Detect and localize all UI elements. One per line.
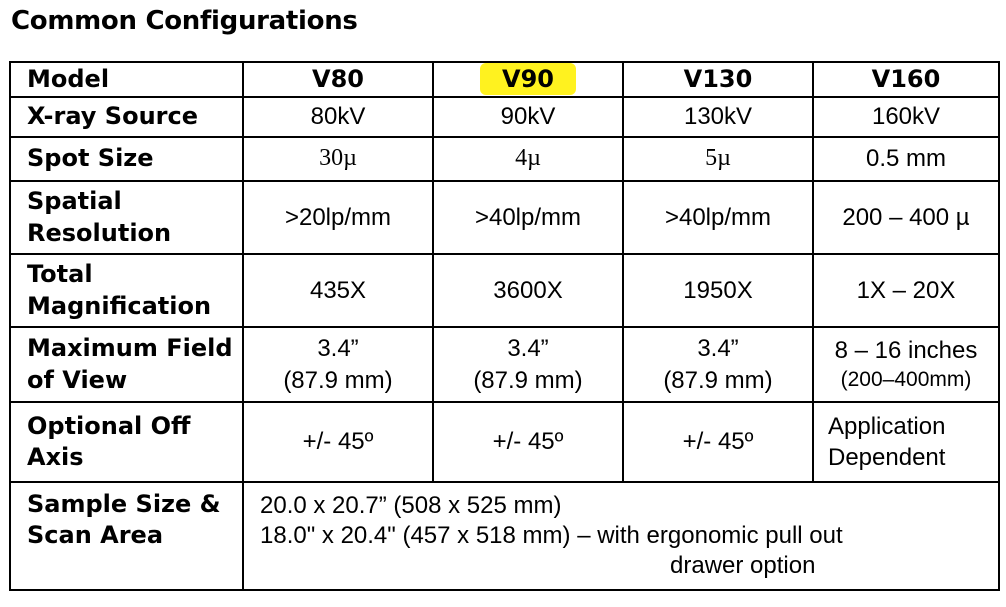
- model-v80: V80: [242, 61, 434, 98]
- model-v130: V130: [622, 61, 814, 98]
- row-header-off-axis: Optional Off Axis: [9, 401, 244, 483]
- row-header-line: Optional Off: [27, 411, 191, 440]
- cell-sample-size: 20.0 x 20.7” (508 x 525 mm) 18.0" x 20.4…: [242, 481, 1000, 591]
- table-row-off-axis: Optional Off Axis +/- 45º +/- 45º +/- 45…: [9, 401, 1000, 483]
- offaxis-v160-line: Application: [828, 412, 946, 440]
- sample-size-line: 18.0" x 20.4" (457 x 518 mm) – with ergo…: [260, 522, 843, 549]
- fov-value-line: 8 – 16 inches: [834, 337, 978, 365]
- cell-offaxis-v130: +/- 45º: [622, 401, 814, 483]
- cell-xray-v130: 130kV: [622, 96, 814, 138]
- row-header-line: of View: [27, 365, 128, 394]
- table-row-xray-source: X-ray Source 80kV 90kV 130kV 160kV: [9, 96, 1000, 138]
- cell-spatial-v90: >40lp/mm: [432, 180, 624, 255]
- fov-value-line: (87.9 mm): [663, 366, 773, 394]
- row-header-line: Axis: [27, 443, 84, 471]
- table-row-field-of-view: Maximum Field of View 3.4” (87.9 mm) 3.4…: [9, 326, 1000, 403]
- cell-spot-v130: 5µ: [622, 136, 814, 182]
- row-header-line: Spatial: [27, 187, 122, 216]
- configurations-table: Model V80 V90 V130 V160 X-ray Source 80k…: [9, 61, 1000, 591]
- cell-offaxis-v90: +/- 45º: [432, 401, 624, 483]
- model-v160: V160: [812, 61, 1000, 98]
- offaxis-v160-line: Dependent: [828, 444, 946, 471]
- table-row-spot-size: Spot Size 30µ 4µ 5µ 0.5 mm: [9, 136, 1000, 182]
- table-row-spatial-resolution: Spatial Resolution >20lp/mm >40lp/mm >40…: [9, 180, 1000, 255]
- fov-value-line: 3.4”: [697, 335, 739, 363]
- row-header-xray-source: X-ray Source: [9, 96, 244, 138]
- row-header-line: Resolution: [27, 218, 172, 247]
- row-header-sample-size: Sample Size & Scan Area: [9, 481, 244, 591]
- cell-mag-v90: 3600X: [432, 253, 624, 328]
- cell-mag-v160: 1X – 20X: [812, 253, 1000, 328]
- cell-spatial-v80: >20lp/mm: [242, 180, 434, 255]
- cell-fov-v130: 3.4” (87.9 mm): [622, 326, 814, 403]
- fov-value-line: (87.9 mm): [283, 366, 393, 394]
- row-header-model: Model: [9, 61, 244, 98]
- row-header-line: Sample Size &: [27, 490, 221, 518]
- cell-xray-v80: 80kV: [242, 96, 434, 138]
- cell-spot-v80: 30µ: [242, 136, 434, 182]
- cell-offaxis-v160: Application Dependent: [812, 401, 1000, 483]
- cell-mag-v80: 435X: [242, 253, 434, 328]
- cell-xray-v90: 90kV: [432, 96, 624, 138]
- cell-offaxis-v80: +/- 45º: [242, 401, 434, 483]
- row-header-line: Total: [27, 260, 93, 289]
- cell-fov-v160: 8 – 16 inches (200–400mm): [812, 326, 1000, 403]
- model-v90: V90: [432, 61, 624, 98]
- cell-xray-v160: 160kV: [812, 96, 1000, 138]
- cell-spatial-v130: >40lp/mm: [622, 180, 814, 255]
- table-row-total-magnification: Total Magnification 435X 3600X 1950X 1X …: [9, 253, 1000, 328]
- row-header-spot-size: Spot Size: [9, 136, 244, 182]
- fov-value-line: (87.9 mm): [473, 366, 583, 394]
- table-row-model: Model V80 V90 V130 V160: [9, 61, 1000, 98]
- table-row-sample-size: Sample Size & Scan Area 20.0 x 20.7” (50…: [9, 481, 1000, 591]
- row-header-line: Magnification: [27, 291, 212, 320]
- fov-value-line: 3.4”: [507, 335, 549, 363]
- row-header-line: Scan Area: [27, 521, 164, 550]
- sample-size-line: drawer option: [670, 552, 816, 579]
- row-header-total-magnification: Total Magnification: [9, 253, 244, 328]
- page-title: Common Configurations: [11, 6, 358, 36]
- cell-mag-v130: 1950X: [622, 253, 814, 328]
- cell-spot-v160: 0.5 mm: [812, 136, 1000, 182]
- cell-spatial-v160: 200 – 400 µ: [812, 180, 1000, 255]
- row-header-line: Maximum Field: [27, 334, 233, 363]
- fov-value-line: 3.4”: [317, 335, 359, 363]
- fov-value-line: (200–400mm): [840, 368, 972, 392]
- cell-spot-v90: 4µ: [432, 136, 624, 182]
- row-header-spatial-resolution: Spatial Resolution: [9, 180, 244, 255]
- highlighted-model-label: V90: [480, 62, 576, 95]
- row-header-field-of-view: Maximum Field of View: [9, 326, 244, 403]
- cell-fov-v80: 3.4” (87.9 mm): [242, 326, 434, 403]
- cell-fov-v90: 3.4” (87.9 mm): [432, 326, 624, 403]
- sample-size-line: 20.0 x 20.7” (508 x 525 mm): [260, 492, 562, 519]
